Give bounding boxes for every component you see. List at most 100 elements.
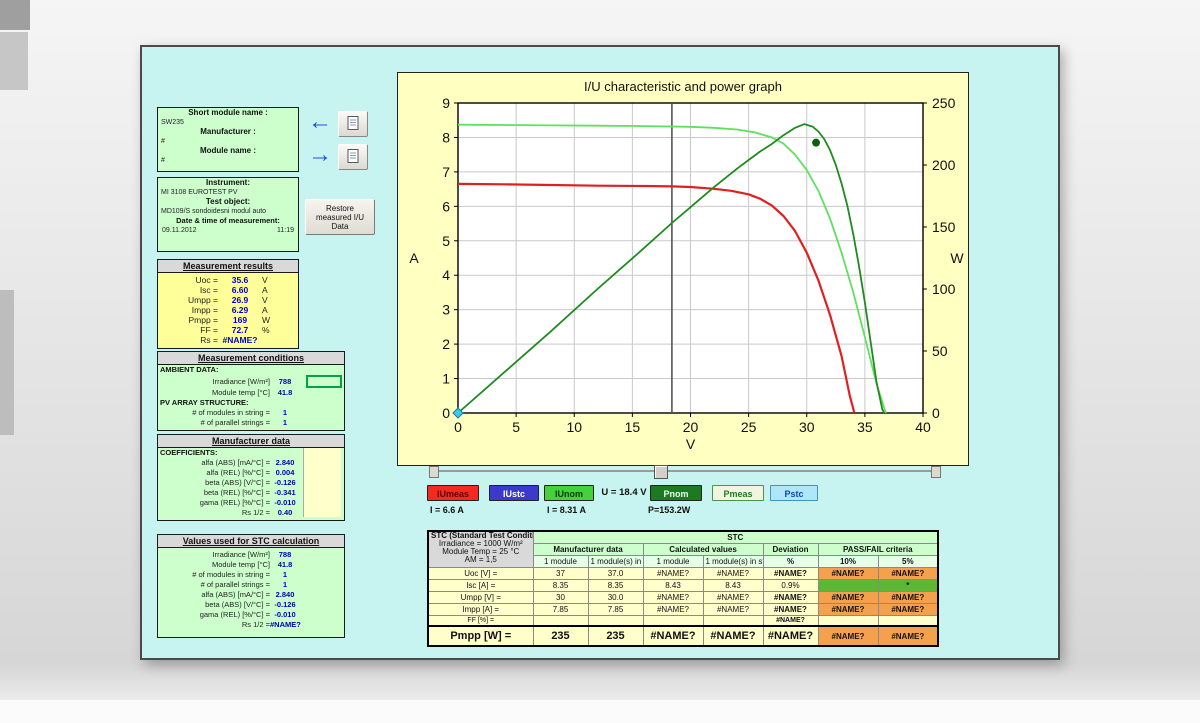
- stc-row-label: Impp [A] =: [427, 603, 534, 616]
- short-module-name-label: Short module name :: [188, 108, 268, 117]
- coefficient-label: beta (ABS) [V/°C] =: [205, 478, 270, 487]
- svg-text:1: 1: [442, 371, 450, 387]
- voltage-cursor-slider: [429, 464, 941, 479]
- stc-values-panel: Values used for STC calculation Irradian…: [157, 534, 345, 638]
- condition-value: 1: [282, 418, 288, 427]
- stc-value-row: gama (REL) [%/°C] = -0.010: [158, 610, 344, 620]
- desktop-artifact: [0, 32, 28, 90]
- test-object-value: MD109/S sondoidesni modul auto: [161, 208, 267, 215]
- result-unit: A: [262, 285, 268, 295]
- stc-value: 2.840: [275, 590, 295, 599]
- coefficient-value: -0.341: [274, 488, 296, 497]
- coefficient-row: Rs 1/2 = 0.40: [158, 508, 344, 518]
- measurement-results-panel: Measurement results Uoc = 35.6 V Isc = 6.60…: [157, 259, 299, 349]
- stc-value-row: # of parallel strings = 1: [158, 580, 344, 590]
- iunom-curve-button[interactable]: IUnom: [544, 485, 594, 501]
- svg-text:A: A: [409, 250, 419, 266]
- restore-measured-data-button[interactable]: Restore measured I/U Data: [305, 199, 375, 235]
- svg-text:200: 200: [932, 157, 956, 173]
- svg-text:50: 50: [932, 343, 948, 359]
- app-window: Short module name : SW235 Manufacturer :…: [140, 45, 1060, 660]
- table-cell: #NAME?: [877, 625, 939, 647]
- result-label: Uoc =: [195, 275, 218, 285]
- manufacturer-value[interactable]: #: [161, 138, 165, 145]
- result-label: Impp =: [191, 305, 218, 315]
- result-label: Pmpp =: [188, 315, 218, 325]
- result-value: 6.29: [231, 305, 249, 315]
- table-cell: #NAME?: [877, 567, 939, 580]
- table-row: Uoc [V] = 37 37.0 #NAME? #NAME? #NAME? #…: [427, 567, 939, 580]
- result-value: #NAME?: [222, 335, 258, 345]
- svg-text:150: 150: [932, 219, 956, 235]
- svg-text:20: 20: [683, 419, 699, 435]
- svg-text:9: 9: [442, 95, 450, 111]
- next-module-button[interactable]: [338, 144, 368, 170]
- stc-current-label: I = 8.31 A: [547, 505, 586, 515]
- table-cell: #NAME?: [762, 625, 819, 647]
- table-cell: 235: [587, 625, 644, 647]
- svg-text:250: 250: [932, 95, 956, 111]
- svg-text:5: 5: [512, 419, 520, 435]
- table-cell: 30.0: [587, 591, 644, 604]
- svg-text:0: 0: [454, 419, 462, 435]
- table-cell: #NAME?: [877, 591, 939, 604]
- pstc-curve-button[interactable]: Pstc: [770, 485, 818, 501]
- iumeas-curve-button[interactable]: IUmeas: [427, 485, 479, 501]
- stc-value-label: Module temp [°C]: [211, 560, 270, 569]
- condition-label: Irradiance [W/m²]: [212, 376, 270, 386]
- measurement-conditions-panel: Measurement conditions AMBIENT DATA: Irr…: [157, 351, 345, 431]
- time-value: 11:19: [277, 227, 294, 234]
- slider-right-end[interactable]: [931, 466, 941, 478]
- prev-module-arrow-icon[interactable]: ←: [308, 108, 332, 135]
- prev-module-button[interactable]: [338, 111, 368, 137]
- svg-text:W: W: [950, 250, 964, 266]
- next-module-arrow-icon[interactable]: →: [308, 141, 332, 168]
- table-row: Pmpp [W] = 235 235 #NAME? #NAME? #NAME? …: [427, 625, 939, 647]
- table-cell: #NAME?: [817, 567, 879, 580]
- svg-text:5: 5: [442, 233, 450, 249]
- svg-text:10: 10: [566, 419, 582, 435]
- svg-text:2: 2: [442, 336, 450, 352]
- short-module-name-value[interactable]: SW235: [161, 119, 184, 126]
- result-unit: W: [262, 315, 271, 325]
- table-cell: *: [877, 579, 939, 592]
- pv-array-structure-heading: PV ARRAY STRUCTURE:: [160, 398, 249, 407]
- table-cell: 8.43: [702, 579, 764, 592]
- datetime-label: Date & time of measurement:: [176, 216, 280, 225]
- result-row: Pmpp = 169 W: [160, 315, 296, 325]
- table-cell: [817, 615, 879, 627]
- table-cell: 7.85: [532, 603, 589, 616]
- selected-cell[interactable]: [306, 375, 342, 388]
- document-icon: [347, 148, 359, 163]
- coefficient-row: beta (ABS) [V/°C] = -0.126: [158, 478, 344, 488]
- stc-value: -0.010: [274, 610, 296, 619]
- table-cell: #NAME?: [702, 591, 764, 604]
- condition-row: Irradiance [W/m²] 788: [158, 375, 344, 388]
- iustc-curve-button[interactable]: IUstc: [489, 485, 539, 501]
- stc-value-row: Rs 1/2 = #NAME?: [158, 620, 344, 630]
- result-unit: %: [262, 325, 270, 335]
- slider-handle[interactable]: [654, 465, 669, 479]
- table-cell: #NAME?: [642, 625, 704, 647]
- stc-values-title: Values used for STC calculation: [158, 535, 344, 548]
- table-cell: #NAME?: [762, 615, 819, 627]
- result-value: 35.6: [231, 275, 249, 285]
- stc-conditions-line: Irradiance = 1000 W/m²: [438, 539, 523, 548]
- result-unit: V: [262, 275, 268, 285]
- svg-text:30: 30: [799, 419, 815, 435]
- result-unit: V: [262, 295, 268, 305]
- result-label: Isc =: [199, 285, 218, 295]
- coefficient-value: 0.004: [275, 468, 295, 477]
- result-label: Rs =: [200, 335, 218, 345]
- coefficient-row: alfa (ABS) [mA/°C] = 2.840: [158, 458, 344, 468]
- stc-value-label: Irradiance [W/m²]: [212, 550, 270, 559]
- module-name-value[interactable]: #: [161, 157, 165, 164]
- instrument-label: Instrument:: [206, 178, 250, 187]
- subheader: 1 module(s) in string: [702, 555, 764, 568]
- pmeas-curve-button[interactable]: Pmeas: [712, 485, 764, 501]
- table-row: Isc [A] = 8.35 8.35 8.43 8.43 0.9% *: [427, 579, 939, 592]
- table-cell: 0.9%: [762, 579, 819, 592]
- pnom-curve-button[interactable]: Pnom: [650, 485, 702, 501]
- slider-left-end[interactable]: [429, 466, 439, 478]
- table-cell: [532, 615, 589, 627]
